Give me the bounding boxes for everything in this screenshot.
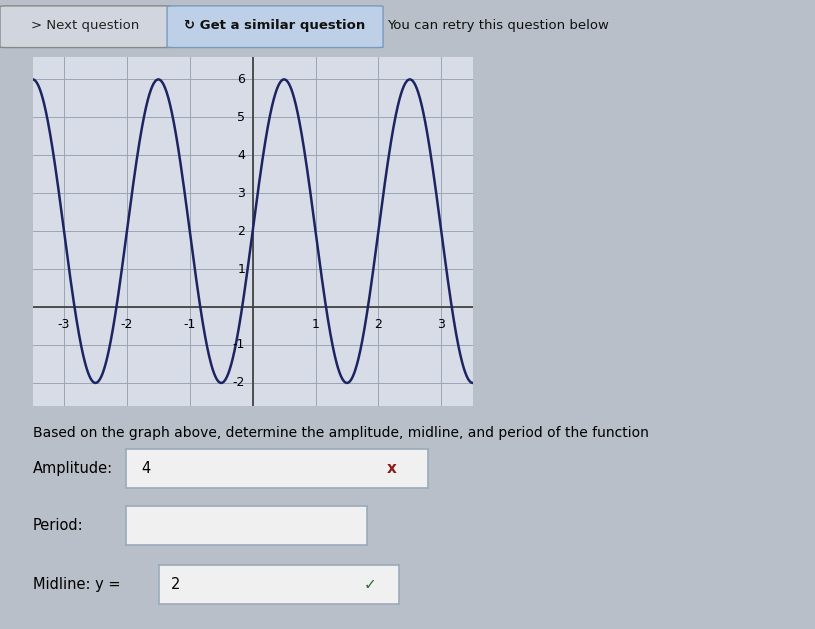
Text: -1: -1 xyxy=(233,338,245,352)
Text: 1: 1 xyxy=(237,262,245,276)
Text: 1: 1 xyxy=(311,318,319,331)
Text: 4: 4 xyxy=(237,149,245,162)
Text: 4: 4 xyxy=(142,461,151,476)
Text: -2: -2 xyxy=(121,318,133,331)
Text: ✓: ✓ xyxy=(364,577,377,593)
Text: 3: 3 xyxy=(438,318,445,331)
Text: > Next question: > Next question xyxy=(32,19,139,32)
Text: Period:: Period: xyxy=(33,518,83,533)
Text: ↻ Get a similar question: ↻ Get a similar question xyxy=(184,19,365,32)
Text: -1: -1 xyxy=(183,318,196,331)
Text: 3: 3 xyxy=(237,187,245,200)
Text: 2: 2 xyxy=(171,577,180,593)
Text: 6: 6 xyxy=(237,73,245,86)
FancyBboxPatch shape xyxy=(167,6,383,48)
Text: -2: -2 xyxy=(233,376,245,389)
Text: 2: 2 xyxy=(237,225,245,238)
Text: 5: 5 xyxy=(237,111,245,124)
Text: -3: -3 xyxy=(58,318,70,331)
Text: Based on the graph above, determine the amplitude, midline, and period of the fu: Based on the graph above, determine the … xyxy=(33,426,649,440)
Text: You can retry this question below: You can retry this question below xyxy=(387,19,609,32)
Text: x: x xyxy=(387,461,397,476)
Text: Amplitude:: Amplitude: xyxy=(33,461,112,476)
FancyBboxPatch shape xyxy=(0,6,171,48)
Text: 2: 2 xyxy=(374,318,382,331)
Text: Midline: y =: Midline: y = xyxy=(33,577,125,593)
